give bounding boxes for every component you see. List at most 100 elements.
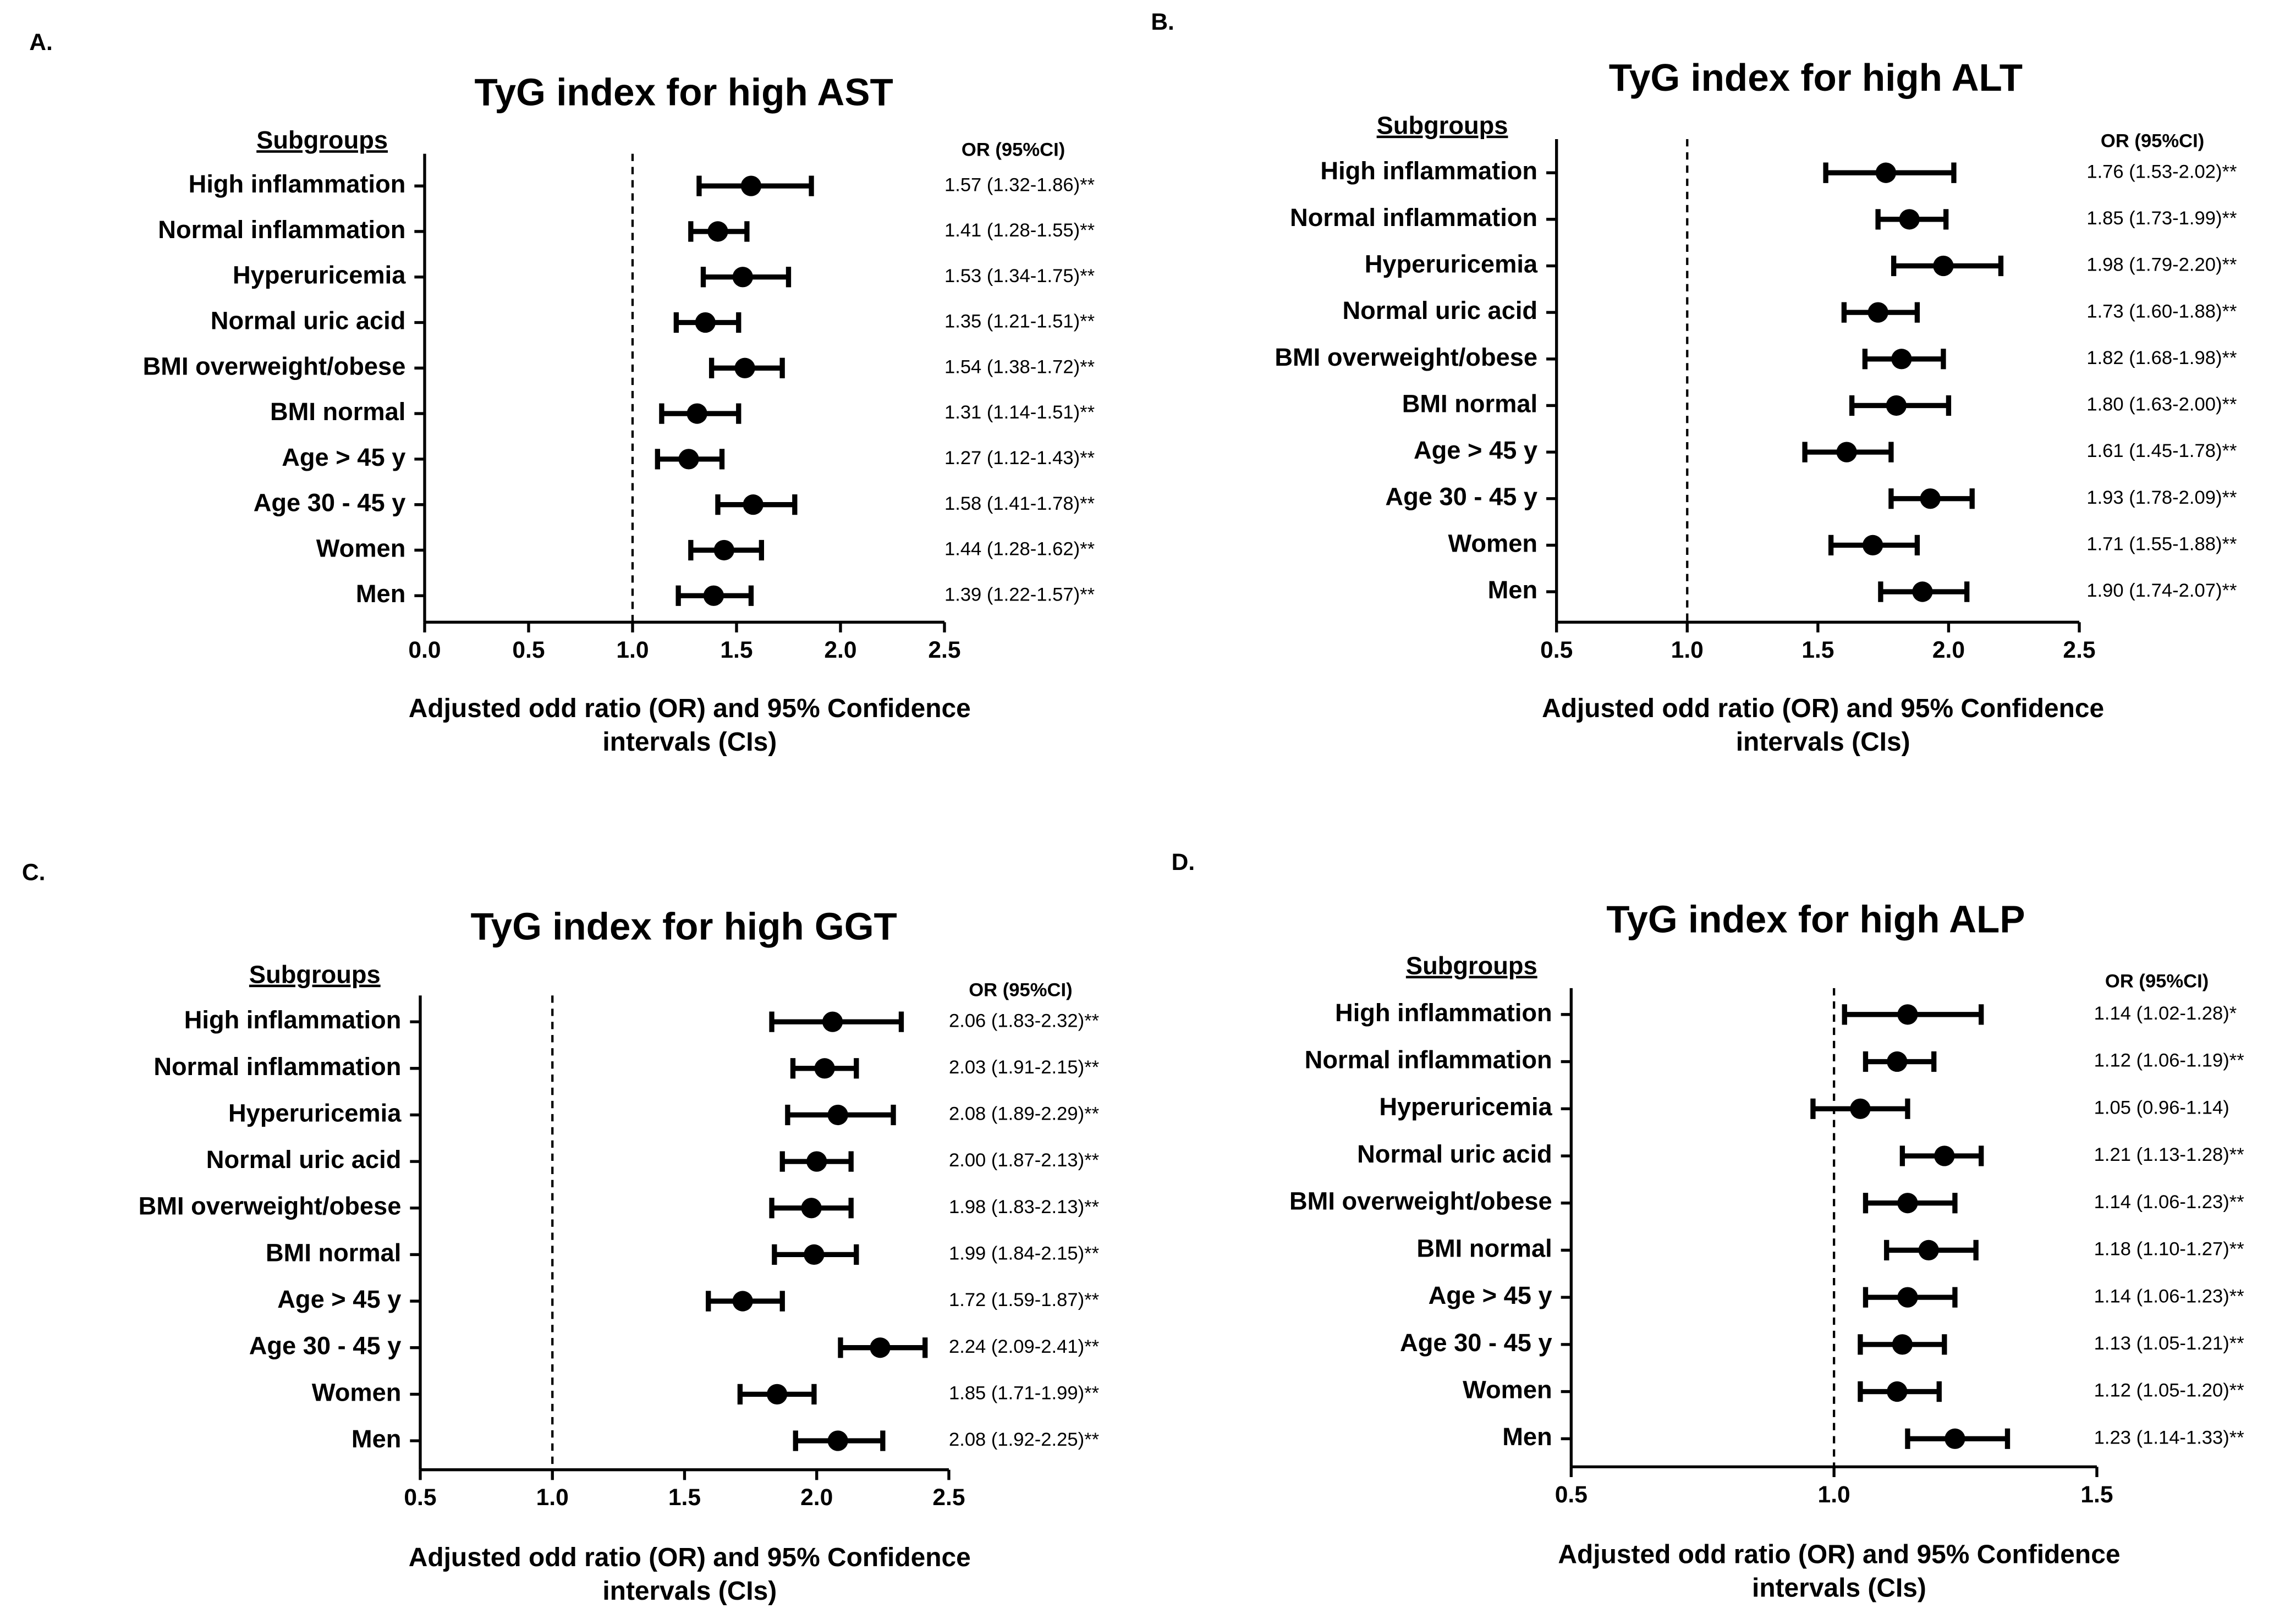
category-label: Men [1488,576,1538,604]
x-tick-label: 0.0 [408,637,441,663]
category-label: Normal uric acid [1357,1140,1552,1168]
category-label: Age > 45 y [1414,436,1537,464]
point-estimate [1918,1240,1939,1261]
value-label: 1.85 (1.73-1.99)** [2086,208,2237,229]
value-label: 1.85 (1.71-1.99)** [949,1382,1099,1403]
point-estimate [1863,535,1883,556]
point-estimate [734,357,755,378]
point-estimate [1934,1145,1955,1166]
value-label: 2.06 (1.83-2.32)** [949,1010,1099,1031]
chart-title: TyG index for high AST [475,70,893,113]
category-label: Age > 45 y [277,1285,401,1313]
category-label: BMI normal [1416,1234,1552,1262]
point-estimate [1897,1193,1918,1214]
x-axis-label: intervals (CIs) [1752,1574,1926,1603]
x-tick-label: 1.5 [1801,637,1834,663]
category-label: Men [351,1425,401,1453]
point-estimate [1887,1381,1908,1402]
category-label: Hyperuricemia [1365,250,1538,278]
stat-header: OR (95%CI) [2105,971,2209,991]
category-label: Normal inflammation [1305,1046,1552,1074]
category-label: High inflammation [1320,157,1537,185]
x-tick-label: 1.0 [616,637,649,663]
value-label: 1.31 (1.14-1.51)** [944,402,1095,423]
value-label: 1.98 (1.79-2.20)** [2086,255,2237,276]
panel-label: D. [1172,849,1195,875]
chart-title: TyG index for high ALP [1606,897,2025,940]
value-label: 1.12 (1.05-1.20)** [2094,1380,2244,1401]
value-label: 1.05 (0.96-1.14) [2094,1097,2229,1118]
category-label: BMI normal [266,1238,401,1266]
value-label: 1.99 (1.84-2.15)** [949,1243,1099,1264]
value-label: 1.13 (1.05-1.21)** [2094,1333,2244,1354]
category-label: High inflammation [189,170,406,198]
value-label: 1.90 (1.74-2.07)** [2086,580,2237,601]
value-label: 1.57 (1.32-1.86)** [944,174,1095,195]
category-label: BMI overweight/obese [1289,1187,1552,1215]
category-label: Age > 45 y [1429,1281,1552,1309]
category-label: Age 30 - 45 y [1385,483,1537,511]
point-estimate [1850,1098,1871,1119]
value-label: 2.08 (1.89-2.29)** [949,1104,1099,1125]
point-estimate [804,1244,825,1265]
x-tick-label: 1.0 [1671,637,1704,663]
value-label: 1.44 (1.28-1.62)** [944,539,1095,560]
category-label: High inflammation [184,1006,402,1034]
x-axis-label: Adjusted odd ratio (OR) and 95% Confiden… [409,694,971,723]
point-estimate [814,1058,835,1079]
subgroups-header: Subgroups [249,961,381,989]
category-label: Hyperuricemia [1379,1093,1552,1121]
value-label: 1.27 (1.12-1.43)** [944,448,1095,469]
x-tick-label: 1.5 [2080,1481,2113,1508]
category-label: BMI overweight/obese [143,352,406,380]
category-label: Normal inflammation [1290,203,1537,232]
value-label: 2.00 (1.87-2.13)** [949,1150,1099,1171]
stat-header: OR (95%CI) [962,139,1065,160]
x-tick-label: 1.0 [536,1484,569,1511]
x-axis-label: intervals (CIs) [602,1577,777,1606]
value-label: 2.08 (1.92-2.25)** [949,1429,1099,1450]
point-estimate [1892,1334,1913,1355]
value-label: 1.98 (1.83-2.13)** [949,1197,1099,1218]
point-estimate [713,539,734,561]
category-label: BMI overweight/obese [139,1192,402,1220]
value-label: 2.03 (1.91-2.15)** [949,1057,1099,1078]
value-label: 1.53 (1.34-1.75)** [944,266,1095,287]
value-label: 1.93 (1.78-2.09)** [2086,487,2237,508]
value-label: 1.73 (1.60-1.88)** [2086,301,2237,322]
value-label: 1.71 (1.55-1.88)** [2086,534,2237,555]
point-estimate [827,1104,848,1126]
point-estimate [732,1291,753,1312]
panel-label: C. [22,860,46,886]
stat-header: OR (95%CI) [969,979,1072,1000]
x-axis-label: intervals (CIs) [1736,728,1910,757]
value-label: 1.14 (1.06-1.23)** [2094,1286,2244,1307]
category-label: Normal inflammation [158,216,405,244]
point-estimate [1886,395,1907,416]
subgroups-header: Subgroups [1406,952,1537,980]
value-label: 1.12 (1.06-1.19)** [2094,1050,2244,1071]
category-label: Men [1502,1423,1552,1451]
category-label: Men [356,580,405,608]
value-label: 1.23 (1.14-1.33)** [2094,1427,2244,1448]
point-estimate [678,449,699,470]
value-label: 1.14 (1.06-1.23)** [2094,1192,2244,1213]
category-label: Age 30 - 45 y [1400,1329,1552,1357]
value-label: 1.41 (1.28-1.55)** [944,220,1095,241]
panel-label: A. [29,29,53,56]
stat-header: OR (95%CI) [2101,130,2204,151]
point-estimate [686,403,707,424]
point-estimate [1912,581,1933,602]
point-estimate [703,585,724,606]
value-label: 1.76 (1.53-2.02)** [2086,161,2237,182]
category-label: Age > 45 y [282,443,405,471]
point-estimate [1867,302,1888,323]
point-estimate [1899,209,1920,230]
point-estimate [801,1198,822,1219]
point-estimate [1836,442,1857,462]
category-label: BMI overweight/obese [1275,343,1537,371]
point-estimate [1945,1428,1965,1449]
chart-title: TyG index for high GGT [470,905,897,948]
x-tick-label: 1.5 [720,637,752,663]
